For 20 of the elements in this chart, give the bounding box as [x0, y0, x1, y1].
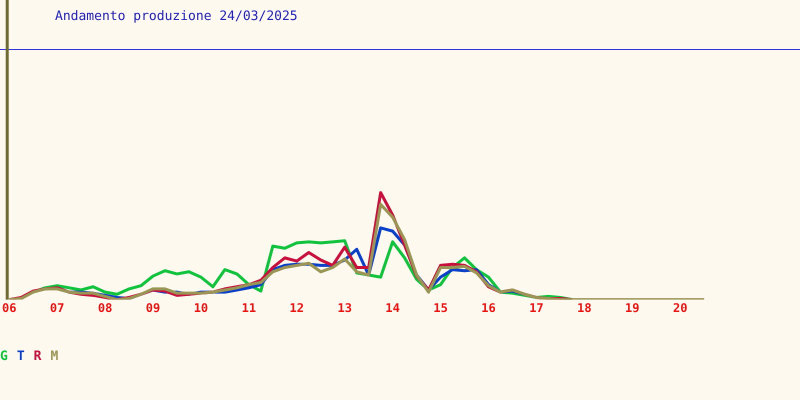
x-tick-label: 18 [577, 300, 592, 315]
x-tick-label: 09 [146, 300, 160, 315]
x-tick-label: 20 [672, 300, 688, 315]
x-tick-label: 15 [433, 300, 448, 315]
x-tick-label: 13 [337, 300, 352, 315]
text: G [0, 349, 8, 364]
x-tick-label: 19 [625, 300, 640, 315]
text: R [34, 349, 42, 364]
x-tick-label: 08 [98, 300, 112, 315]
x-tick-label: 16 [481, 300, 496, 315]
text: T [16, 349, 25, 364]
x-tick-label: 11 [242, 300, 256, 315]
text: M [50, 349, 58, 364]
x-tick-label: 06 [2, 300, 16, 315]
x-tick-label: 17 [529, 300, 544, 315]
x-tick-label: 10 [194, 300, 208, 315]
x-tick-label: 07 [50, 300, 64, 315]
chart-title: Andamento produzione 24/03/2025 [55, 9, 298, 24]
x-tick-label: 12 [290, 300, 304, 315]
x-tick-label: 14 [385, 300, 400, 315]
